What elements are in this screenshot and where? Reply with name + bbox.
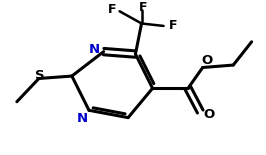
Text: O: O bbox=[203, 108, 214, 121]
Text: S: S bbox=[35, 69, 45, 82]
Text: N: N bbox=[77, 112, 88, 125]
Text: N: N bbox=[89, 43, 100, 56]
Text: F: F bbox=[107, 3, 116, 16]
Text: O: O bbox=[201, 54, 213, 67]
Text: F: F bbox=[169, 19, 177, 32]
Text: F: F bbox=[139, 1, 148, 14]
